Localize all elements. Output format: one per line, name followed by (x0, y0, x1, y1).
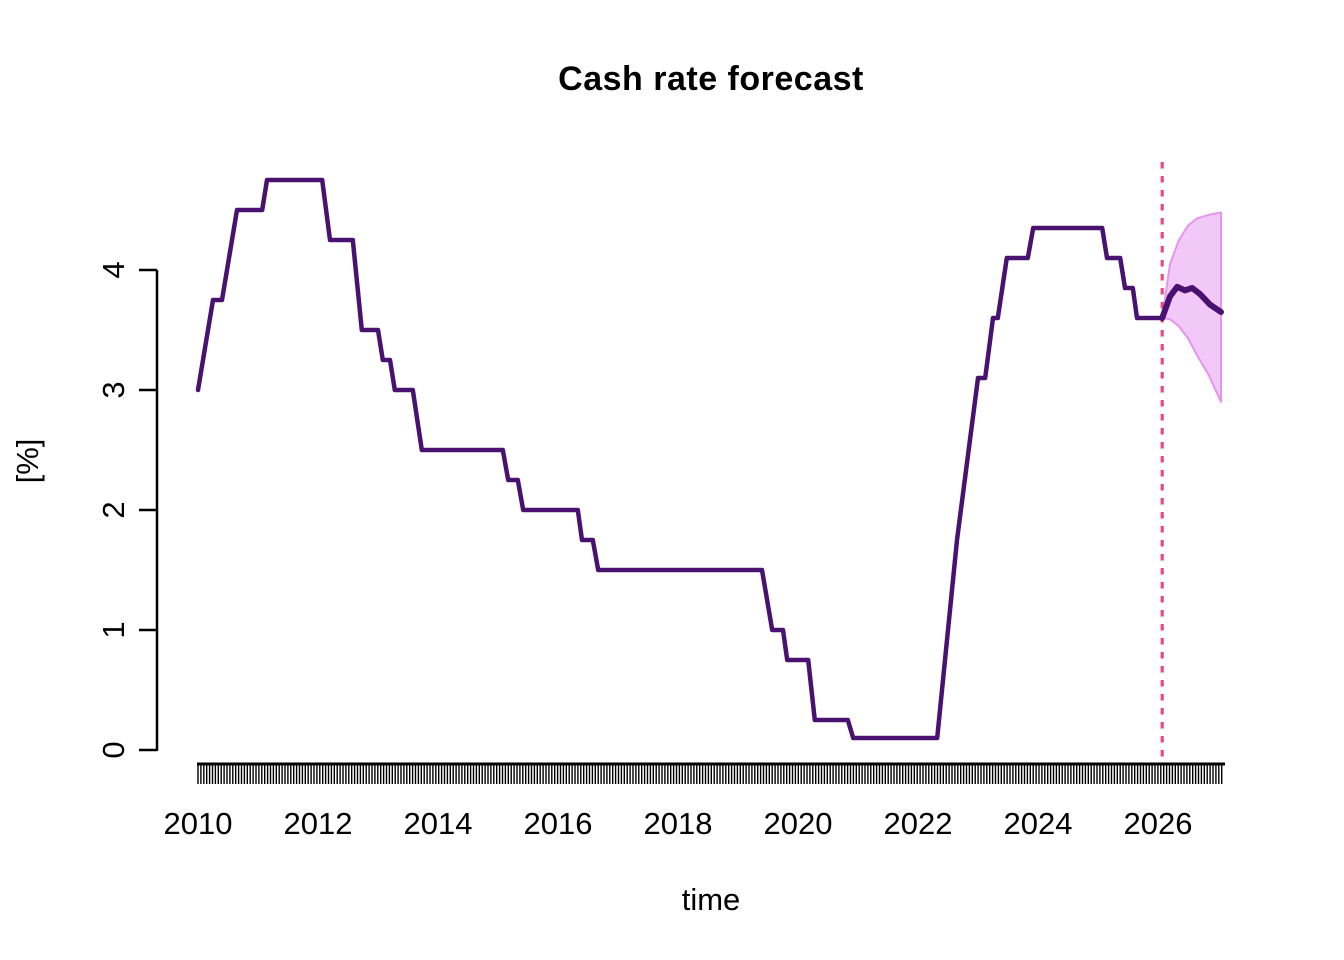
x-tick-label-2022: 2022 (883, 806, 953, 841)
y-tick-label-2: 2 (96, 501, 131, 519)
x-tick-label-2026: 2026 (1123, 806, 1193, 841)
y-axis-label: [%] (10, 438, 45, 484)
x-tick-label-2012: 2012 (283, 806, 353, 841)
y-tick-label-0: 0 (96, 741, 131, 759)
y-tick-label-3: 3 (96, 381, 131, 399)
x-axis-label: time (681, 882, 741, 917)
x-tick-label-2018: 2018 (643, 806, 713, 841)
x-tick-label-2016: 2016 (523, 806, 593, 841)
x-tick-label-2014: 2014 (403, 806, 473, 841)
y-tick-label-1: 1 (96, 621, 131, 639)
x-axis-rug (197, 764, 1223, 784)
x-tick-label-2010: 2010 (163, 806, 233, 841)
cash-rate-history-line (195, 177, 1165, 741)
forecast-mean-line (1159, 283, 1224, 321)
x-tick-label-2024: 2024 (1003, 806, 1073, 841)
forecast-uncertainty-band (1161, 211, 1222, 403)
x-tick-label-2020: 2020 (763, 806, 833, 841)
chart-title: Cash rate forecast (558, 60, 864, 98)
y-tick-label-4: 4 (96, 261, 131, 279)
